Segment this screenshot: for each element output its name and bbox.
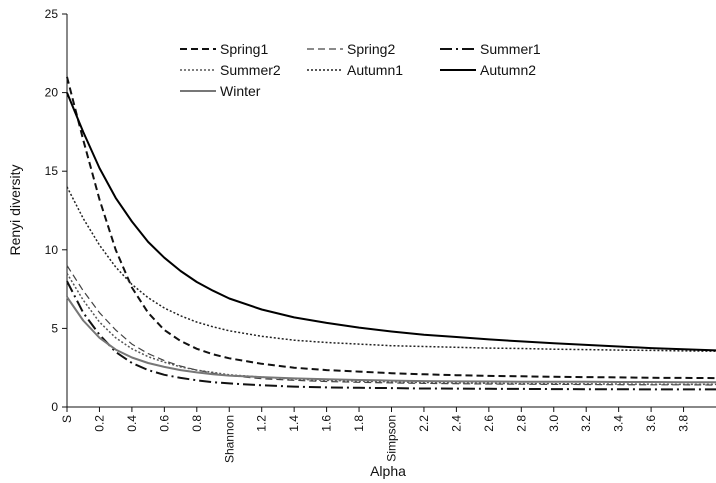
x-tick-label: 1.4 [287, 415, 301, 432]
x-tick-label: 2.8 [514, 415, 528, 432]
legend: Spring1 Spring2 Summer1 Summer2 Autumn1 Autum… [180, 41, 541, 99]
series-line-spring1 [66, 76, 716, 380]
x-tick-label: 1.8 [352, 415, 366, 432]
x-tick-label: 0.6 [157, 415, 171, 432]
x-tick-label: 2.4 [449, 415, 463, 432]
x-axis-title: Alpha [370, 463, 406, 479]
y-tick-label: 0 [51, 400, 58, 414]
series-line-summer2 [66, 273, 716, 386]
y-tick-label: 25 [45, 7, 59, 21]
series-line-summer1 [66, 280, 716, 391]
y-tick-label: 10 [45, 243, 59, 257]
legend-label-autumn2: Autumn2 [480, 62, 536, 78]
legend-label-summer2: Summer2 [220, 62, 281, 78]
legend-label-spring1: Spring1 [220, 41, 268, 57]
x-tick-label: Shannon [222, 415, 236, 463]
legend-label-winter: Winter [220, 83, 261, 99]
x-tick-label: 3.0 [547, 415, 561, 432]
x-tick-label: 1.6 [320, 415, 334, 432]
x-tick-label: 3.8 [677, 415, 691, 432]
series-line-winter [66, 296, 716, 384]
x-tick-label: 3.2 [579, 415, 593, 432]
legend-label-autumn1: Autumn1 [347, 62, 403, 78]
y-axis-title: Renyi diversity [7, 164, 23, 255]
y-tick-label: 15 [45, 164, 59, 178]
x-tick-label: S [60, 415, 74, 423]
x-tick-label: 0.4 [125, 415, 139, 432]
x-tick-label: 3.6 [644, 415, 658, 432]
x-tick-label: 2.6 [482, 415, 496, 432]
x-tick-label: 3.4 [612, 415, 626, 432]
plot-series [66, 76, 716, 391]
plot-axes: 0 5 10 15 20 25 S 0.2 0.4 0.6 0.8 Shannon 1.2 1.4 1.6 1… [45, 7, 716, 463]
x-tick-label: 0.2 [92, 415, 106, 432]
x-tick-label: 2.2 [417, 415, 431, 432]
x-tick-label: 1.2 [255, 415, 269, 432]
series-line-autumn2 [66, 92, 716, 352]
series-line-autumn1 [66, 186, 716, 352]
x-tick-label: Simpson [385, 415, 399, 462]
legend-label-spring2: Spring2 [347, 41, 395, 57]
series-line-spring2 [66, 265, 716, 386]
x-tick-label: 0.8 [190, 415, 204, 432]
y-tick-label: 5 [51, 321, 58, 335]
y-tick-label: 20 [45, 86, 59, 100]
legend-label-summer1: Summer1 [480, 41, 541, 57]
